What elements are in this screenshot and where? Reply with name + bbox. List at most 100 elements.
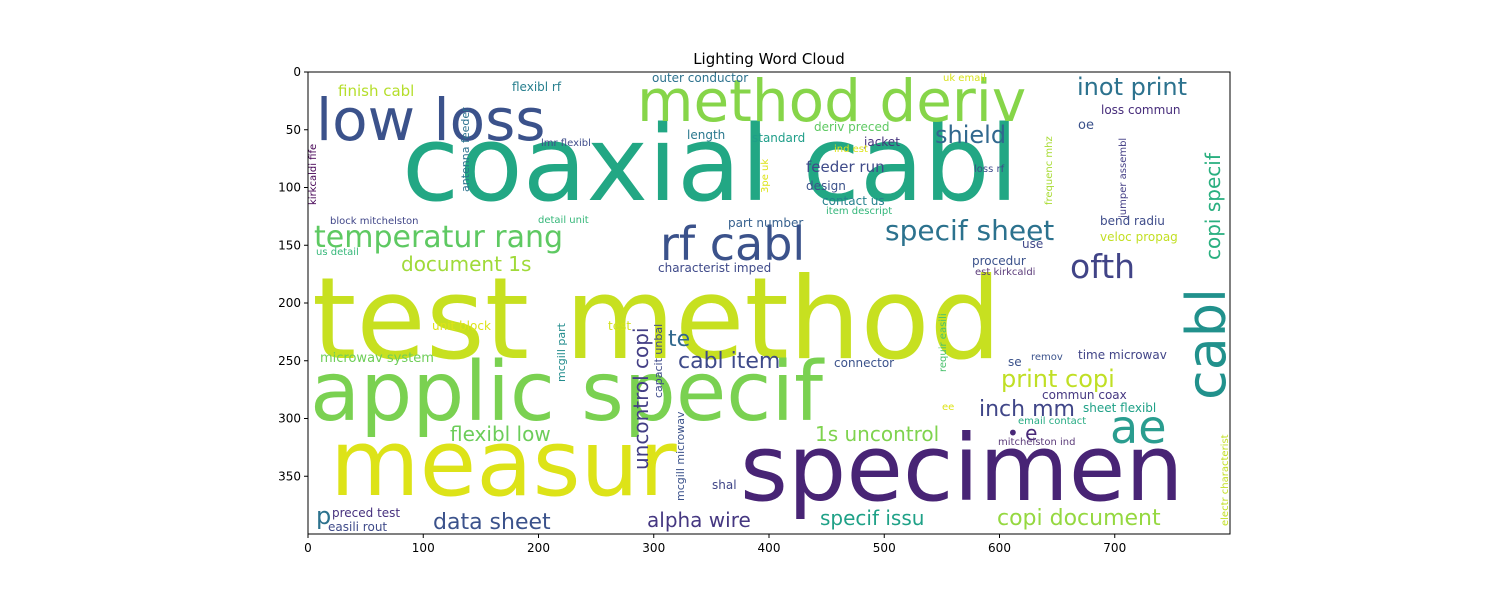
word-te: te xyxy=(668,327,690,352)
word-layer: coaxial cabl test method measur specimenapp… xyxy=(308,67,1231,535)
chart-title: Lighting Word Cloud xyxy=(693,50,845,68)
plot-background xyxy=(308,72,1230,534)
word-connector: connector xyxy=(834,356,894,370)
word-bend-radiu: bend radiu xyxy=(1100,214,1165,228)
word-temperatur-rang: temperatur rang xyxy=(314,220,563,255)
x-tick-label: 300 xyxy=(642,541,665,555)
word-se: se xyxy=(1008,355,1022,369)
word-time-microwav: time microwav xyxy=(1078,348,1167,362)
word-oe: oe xyxy=(1078,118,1094,133)
word-us-detail: us detail xyxy=(316,247,359,258)
word-mcgill-microwav: mcgill microwav xyxy=(674,411,687,501)
y-tick-label: 0 xyxy=(293,65,301,79)
word-inch-mm: inch mm xyxy=(979,397,1075,422)
word-characterist-imped: characterist imped xyxy=(658,261,771,275)
y-tick-label: 100 xyxy=(278,181,301,195)
word-use: use xyxy=(1022,237,1043,251)
word-frequenc-mhz: frequenc mhz xyxy=(1044,136,1055,205)
word-low-loss: low loss xyxy=(316,86,546,154)
word-capacit-unbal: capacit unbal xyxy=(652,324,665,398)
word-uk-email: uk email xyxy=(943,73,986,84)
word-jumper-assembl: jumper assembl xyxy=(1118,138,1129,219)
word-measur: measur xyxy=(330,410,677,517)
word-ae: ae xyxy=(1110,400,1167,454)
word-test-method: test method xyxy=(312,253,1001,385)
y-tick-label: 200 xyxy=(278,296,301,310)
word-alpha-wire: alpha wire xyxy=(647,508,751,532)
word-antenna-feeder: antenna feeder xyxy=(459,107,472,192)
word-mcgill-part: mcgill part xyxy=(555,322,568,382)
word-est-kirkcaldi: est kirkcaldi xyxy=(975,267,1035,278)
word-inot-print: inot print xyxy=(1077,73,1187,101)
word-deriv-preced: deriv preced xyxy=(814,120,889,134)
plot-area: coaxial cabl test method measur specimenapp… xyxy=(278,65,1231,555)
word-contact-us: contact us xyxy=(822,194,885,208)
word-coaxial-cabl: coaxial cabl xyxy=(402,103,1018,225)
word-1s-uncontrol: 1s uncontrol xyxy=(815,422,939,446)
word-ofth: ofth xyxy=(1070,247,1135,286)
word-3pe-uk: 3pe uk xyxy=(760,159,771,193)
word-length: length xyxy=(687,128,725,142)
word-p: p xyxy=(316,502,331,530)
word-standard: standard xyxy=(752,131,805,145)
word-procedur: procedur xyxy=(972,254,1026,268)
word-test: test xyxy=(608,319,631,333)
x-tick-label: 600 xyxy=(988,541,1011,555)
word-data-sheet: data sheet xyxy=(433,510,551,535)
word-ee: ee xyxy=(942,402,954,413)
word-finish-cabl: finish cabl xyxy=(338,82,414,100)
word-jacket: jacket xyxy=(863,135,900,149)
y-axis: 0 50 100 150 200 250 300 350 xyxy=(278,65,308,483)
y-tick-label: 50 xyxy=(286,123,301,137)
y-tick-label: 150 xyxy=(278,238,301,252)
word-cabl-item: cabl item xyxy=(678,349,780,374)
word-specif-issu: specif issu xyxy=(820,506,924,530)
word-loss-rf: loss rf xyxy=(974,164,1005,175)
word-preced-test: preced test xyxy=(332,506,400,520)
word-email-contact: email contact xyxy=(1018,416,1086,427)
word-loss-commun: loss commun xyxy=(1101,103,1181,117)
word-block-mitchelston: block mitchelston xyxy=(330,216,419,227)
y-tick-label: 250 xyxy=(278,354,301,368)
x-tick-label: 100 xyxy=(412,541,435,555)
x-tick-label: 0 xyxy=(304,541,312,555)
word-kirkcaldi-fife: kirkcaldi fife xyxy=(308,144,319,205)
x-tick-label: 400 xyxy=(758,541,781,555)
word-design: design xyxy=(806,179,846,193)
y-tick-label: 350 xyxy=(278,469,301,483)
word-veloc-propag: veloc propag xyxy=(1100,230,1178,244)
x-tick-label: 700 xyxy=(1103,541,1126,555)
word-shield: shield xyxy=(935,121,1006,149)
word-shal: shal xyxy=(712,478,737,492)
word-requir-easili: requir easili xyxy=(938,313,949,372)
word-remov: remov xyxy=(1031,352,1063,363)
word-document-1s: document 1s xyxy=(401,252,531,276)
word-part-number: part number xyxy=(728,216,803,230)
word-microwav-system: microwav system xyxy=(320,351,434,366)
word-uncontrol-copi: uncontrol copi xyxy=(629,327,653,470)
word-electr-characterist: electr characterist xyxy=(1220,434,1231,526)
word-e: • e xyxy=(1007,421,1037,445)
x-tick-label: 500 xyxy=(873,541,896,555)
word-rf-cabl: rf cabl xyxy=(660,217,805,271)
word-feeder-run: feeder run xyxy=(806,158,885,176)
word-ind-est: ind est xyxy=(834,144,868,155)
x-tick-label: 200 xyxy=(527,541,550,555)
word-flexibl-low: flexibl low xyxy=(450,422,551,446)
word-detail-unit: detail unit xyxy=(538,215,589,226)
word-copi-specif: copi specif xyxy=(1201,152,1225,260)
word-lmr-flexibl: lmr flexibl xyxy=(541,138,591,149)
word-method-deriv: method deriv xyxy=(637,67,1026,135)
word-item-descript: item descript xyxy=(826,206,892,217)
x-axis: 0 100 200 300 400 500 600 700 xyxy=(304,534,1126,555)
word-easili-rout: easili rout xyxy=(328,520,387,534)
word-mitchelston-ind: mitchelston ind xyxy=(998,437,1075,448)
word-flexibl-rf: flexibl rf xyxy=(512,80,562,94)
word-commun-coax: commun coax xyxy=(1042,388,1127,402)
y-tick-label: 300 xyxy=(278,412,301,426)
word-specif-sheet: specif sheet xyxy=(885,214,1054,247)
word-specimen: specimen xyxy=(740,415,1184,522)
word-sheet-flexibl: sheet flexibl xyxy=(1083,401,1156,415)
word-applic-specif: applic specif xyxy=(310,345,825,440)
